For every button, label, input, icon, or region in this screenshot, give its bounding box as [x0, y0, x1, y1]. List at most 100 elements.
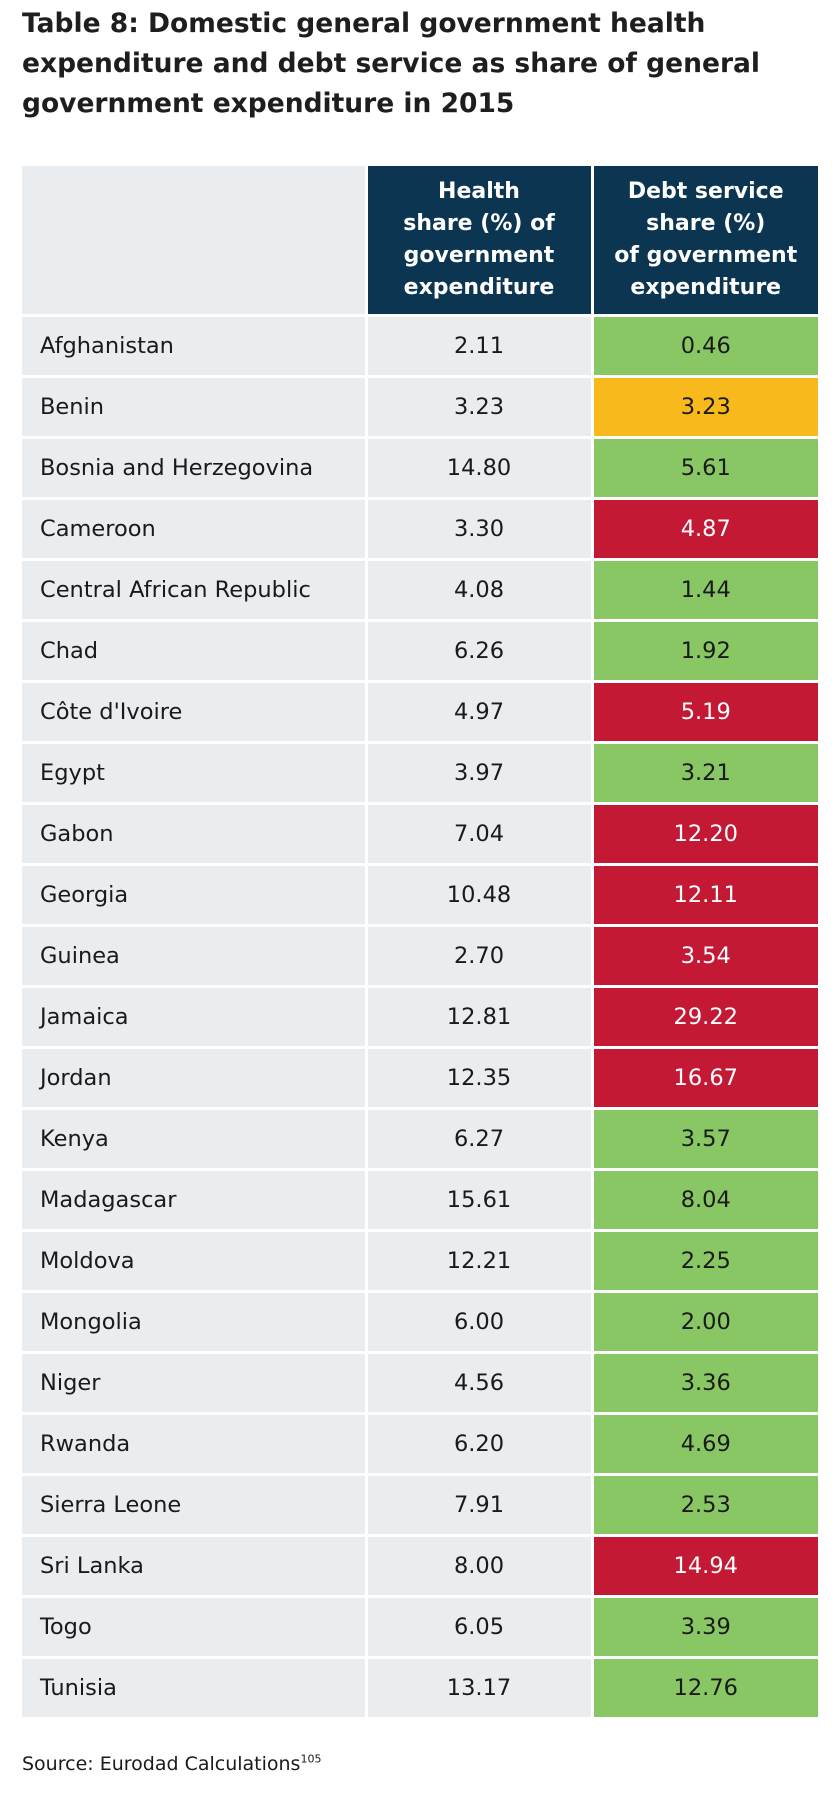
country-cell: Chad — [22, 620, 368, 683]
header-debt-service-share: Debt service share (%) of government exp… — [592, 166, 818, 317]
table-row: Tunisia 13.17 12.76 — [22, 1657, 818, 1720]
table-row: Niger 4.56 3.36 — [22, 1352, 818, 1415]
debt-service-cell: 0.46 — [592, 315, 818, 378]
country-cell: Moldova — [22, 1230, 368, 1293]
country-cell: Rwanda — [22, 1413, 368, 1476]
header-corner-cell — [22, 166, 368, 317]
country-cell: Georgia — [22, 864, 368, 927]
expenditure-table: Health share (%) of government expenditu… — [22, 166, 818, 1720]
country-cell: Gabon — [22, 803, 368, 866]
debt-service-cell: 3.54 — [592, 925, 818, 988]
debt-service-cell: 3.36 — [592, 1352, 818, 1415]
debt-service-cell: 12.76 — [592, 1657, 818, 1720]
country-cell: Togo — [22, 1596, 368, 1659]
debt-service-cell: 8.04 — [592, 1169, 818, 1232]
debt-service-cell: 29.22 — [592, 986, 818, 1049]
health-share-cell: 7.91 — [366, 1474, 594, 1537]
table-row: Central African Republic 4.08 1.44 — [22, 559, 818, 622]
country-cell: Tunisia — [22, 1657, 368, 1720]
debt-service-cell: 2.53 — [592, 1474, 818, 1537]
table-row: Bosnia and Herzegovina 14.80 5.61 — [22, 437, 818, 500]
debt-service-cell: 14.94 — [592, 1535, 818, 1598]
debt-service-cell: 12.11 — [592, 864, 818, 927]
table-row: Georgia 10.48 12.11 — [22, 864, 818, 927]
country-cell: Sierra Leone — [22, 1474, 368, 1537]
debt-service-cell: 16.67 — [592, 1047, 818, 1110]
debt-service-cell: 3.23 — [592, 376, 818, 439]
debt-service-cell: 4.69 — [592, 1413, 818, 1476]
health-share-cell: 8.00 — [366, 1535, 594, 1598]
country-cell: Central African Republic — [22, 559, 368, 622]
table-row: Jordan 12.35 16.67 — [22, 1047, 818, 1110]
country-cell: Benin — [22, 376, 368, 439]
health-share-cell: 6.26 — [366, 620, 594, 683]
country-cell: Niger — [22, 1352, 368, 1415]
country-cell: Guinea — [22, 925, 368, 988]
country-cell: Jordan — [22, 1047, 368, 1110]
debt-service-cell: 3.57 — [592, 1108, 818, 1171]
country-cell: Bosnia and Herzegovina — [22, 437, 368, 500]
table-row: Sierra Leone 7.91 2.53 — [22, 1474, 818, 1537]
debt-service-cell: 1.44 — [592, 559, 818, 622]
health-share-cell: 4.56 — [366, 1352, 594, 1415]
health-share-cell: 12.81 — [366, 986, 594, 1049]
country-cell: Mongolia — [22, 1291, 368, 1354]
debt-service-cell: 2.00 — [592, 1291, 818, 1354]
health-share-cell: 12.21 — [366, 1230, 594, 1293]
source-text: Source: Eurodad Calculations — [22, 1753, 301, 1775]
debt-service-cell: 3.39 — [592, 1596, 818, 1659]
health-share-cell: 13.17 — [366, 1657, 594, 1720]
header-debt-label: Debt service share (%) of government exp… — [614, 179, 798, 300]
country-cell: Cameroon — [22, 498, 368, 561]
health-share-cell: 6.00 — [366, 1291, 594, 1354]
table-row: Kenya 6.27 3.57 — [22, 1108, 818, 1171]
health-share-cell: 2.11 — [366, 315, 594, 378]
table-row: Côte d'Ivoire 4.97 5.19 — [22, 681, 818, 744]
table-row: Chad 6.26 1.92 — [22, 620, 818, 683]
health-share-cell: 15.61 — [366, 1169, 594, 1232]
table-body: Afghanistan 2.11 0.46 Benin 3.23 3.23 Bosnia a… — [22, 315, 818, 1720]
country-cell: Egypt — [22, 742, 368, 805]
health-share-cell: 12.35 — [366, 1047, 594, 1110]
health-share-cell: 3.30 — [366, 498, 594, 561]
table-row: Madagascar 15.61 8.04 — [22, 1169, 818, 1232]
health-share-cell: 2.70 — [366, 925, 594, 988]
health-share-cell: 4.97 — [366, 681, 594, 744]
header-health-label: Health share (%) of government expenditu… — [403, 179, 555, 300]
health-share-cell: 6.27 — [366, 1108, 594, 1171]
country-cell: Afghanistan — [22, 315, 368, 378]
table-row: Mongolia 6.00 2.00 — [22, 1291, 818, 1354]
table-row: Rwanda 6.20 4.69 — [22, 1413, 818, 1476]
country-cell: Jamaica — [22, 986, 368, 1049]
debt-service-cell: 4.87 — [592, 498, 818, 561]
table-row: Afghanistan 2.11 0.46 — [22, 315, 818, 378]
health-share-cell: 3.23 — [366, 376, 594, 439]
health-share-cell: 6.05 — [366, 1596, 594, 1659]
health-share-cell: 7.04 — [366, 803, 594, 866]
source-note: Source: Eurodad Calculations105 — [22, 1753, 321, 1775]
country-cell: Kenya — [22, 1108, 368, 1171]
debt-service-cell: 1.92 — [592, 620, 818, 683]
table-row: Sri Lanka 8.00 14.94 — [22, 1535, 818, 1598]
country-cell: Madagascar — [22, 1169, 368, 1232]
country-cell: Côte d'Ivoire — [22, 681, 368, 744]
table-title: Table 8: Domestic general government hea… — [22, 8, 761, 119]
debt-service-cell: 3.21 — [592, 742, 818, 805]
health-share-cell: 4.08 — [366, 559, 594, 622]
header-health-share: Health share (%) of government expenditu… — [366, 166, 594, 317]
table-row: Guinea 2.70 3.54 — [22, 925, 818, 988]
debt-service-cell: 12.20 — [592, 803, 818, 866]
table-row: Togo 6.05 3.39 — [22, 1596, 818, 1659]
header-row: Health share (%) of government expenditu… — [22, 166, 818, 317]
health-share-cell: 14.80 — [366, 437, 594, 500]
table-row: Gabon 7.04 12.20 — [22, 803, 818, 866]
table-row: Jamaica 12.81 29.22 — [22, 986, 818, 1049]
table-row: Egypt 3.97 3.21 — [22, 742, 818, 805]
source-footnote-ref: 105 — [300, 1752, 322, 1766]
debt-service-cell: 5.61 — [592, 437, 818, 500]
table-row: Moldova 12.21 2.25 — [22, 1230, 818, 1293]
health-share-cell: 6.20 — [366, 1413, 594, 1476]
health-share-cell: 3.97 — [366, 742, 594, 805]
debt-service-cell: 2.25 — [592, 1230, 818, 1293]
health-share-cell: 10.48 — [366, 864, 594, 927]
